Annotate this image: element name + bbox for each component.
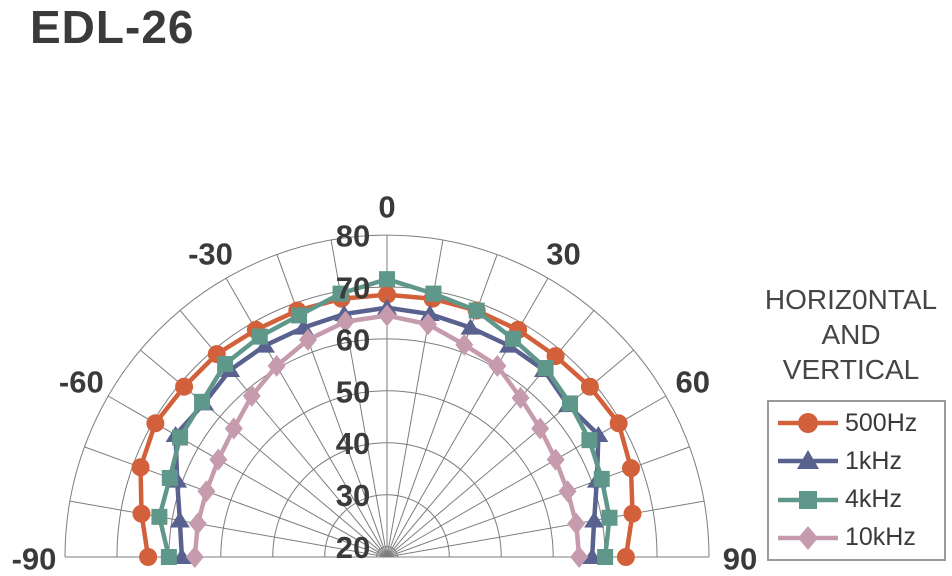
data-point-marker [251, 328, 268, 345]
data-point-marker [425, 285, 442, 302]
data-point-marker [160, 549, 177, 565]
data-point-marker [194, 393, 211, 410]
page-title: EDL-26 [30, 1, 195, 53]
data-point-marker [332, 285, 349, 302]
data-point-marker [584, 511, 605, 528]
legend-label: 10kHz [845, 523, 916, 552]
data-point-marker [291, 307, 308, 324]
grid-spoke [386, 446, 690, 558]
angle-tick-label: 0 [378, 190, 395, 225]
data-point-marker [468, 302, 485, 319]
data-point-marker [242, 384, 261, 407]
triangle-marker-icon [778, 450, 838, 470]
angle-tick-label: 90 [723, 542, 757, 576]
angle-tick-label: -30 [188, 236, 233, 271]
data-point-marker [378, 285, 396, 304]
legend: 500Hz 1kHz 4kHz 10kHz [767, 400, 946, 561]
data-point-marker [131, 458, 150, 477]
annotation-line-2: AND [821, 319, 881, 350]
data-point-marker [546, 448, 565, 471]
data-point-marker [217, 356, 234, 373]
annotation-line-1: HORIZ0NTAL [764, 284, 938, 315]
annotation-line-3: VERTICAL [782, 354, 920, 385]
data-point-marker [601, 509, 618, 526]
data-point-marker [419, 305, 440, 322]
data-point-marker [336, 310, 355, 333]
data-point-marker [132, 504, 151, 523]
legend-item-4kHz: 4kHz [776, 481, 944, 519]
data-point-marker [185, 546, 204, 568]
data-point-marker [581, 432, 598, 449]
circle-marker-icon [778, 413, 838, 434]
radial-tick-label: 30 [336, 478, 370, 513]
angle-tick-label: -90 [12, 542, 57, 576]
data-point-marker [146, 414, 165, 433]
data-point-marker [224, 417, 243, 440]
data-point-marker [460, 318, 481, 335]
angle-tick-label: 30 [546, 236, 580, 271]
data-point-marker [139, 548, 158, 566]
data-point-marker [597, 549, 614, 565]
legend-label: 4kHz [845, 485, 902, 514]
data-point-marker [298, 328, 317, 351]
data-point-marker [169, 511, 190, 528]
data-point-marker [622, 459, 641, 478]
data-point-marker [616, 548, 635, 566]
data-point-marker [504, 330, 521, 347]
diamond-marker-icon [778, 525, 838, 550]
data-point-marker [531, 417, 550, 440]
data-point-marker [151, 508, 168, 525]
radial-tick-label: 60 [336, 322, 370, 357]
radial-tick-label: 80 [336, 219, 370, 254]
data-point-marker [419, 313, 438, 336]
data-point-marker [593, 470, 610, 487]
data-point-marker [378, 304, 396, 327]
radial-tick-label: 50 [336, 374, 370, 409]
data-point-marker [175, 377, 194, 396]
legend-label: 500Hz [845, 408, 918, 437]
data-point-marker [580, 377, 599, 396]
data-point-marker [488, 354, 507, 377]
data-point-marker [537, 360, 554, 377]
data-point-marker [558, 480, 577, 503]
grid-spoke [69, 500, 388, 558]
angle-tick-label: -60 [59, 365, 104, 400]
data-point-marker [197, 480, 216, 503]
data-point-marker [161, 469, 178, 486]
data-point-marker [455, 333, 474, 356]
radial-tick-label: 70 [336, 270, 370, 305]
data-point-marker [511, 386, 530, 409]
grid-spoke [386, 500, 705, 558]
data-point-marker [623, 504, 642, 523]
square-marker-icon [778, 490, 838, 509]
data-point-marker [172, 429, 189, 446]
data-point-marker [562, 395, 579, 412]
radial-tick-label: 40 [336, 426, 370, 461]
data-point-marker [188, 512, 207, 535]
angle-tick-label: 60 [675, 365, 709, 400]
data-point-marker [379, 271, 395, 288]
radial-tick-label: 20 [336, 530, 370, 565]
data-point-marker [609, 414, 628, 433]
chart-annotation: HORIZ0NTAL AND VERTICAL [750, 282, 952, 387]
grid-spoke [386, 310, 595, 558]
legend-item-500Hz: 500Hz [776, 404, 944, 442]
data-point-marker [570, 546, 589, 568]
data-point-marker [567, 512, 586, 535]
data-point-marker [209, 448, 228, 471]
legend-item-10kHz: 10kHz [776, 519, 944, 557]
legend-label: 1kHz [845, 446, 902, 475]
legend-item-1kHz: 1kHz [776, 442, 944, 480]
data-point-marker [267, 354, 286, 377]
